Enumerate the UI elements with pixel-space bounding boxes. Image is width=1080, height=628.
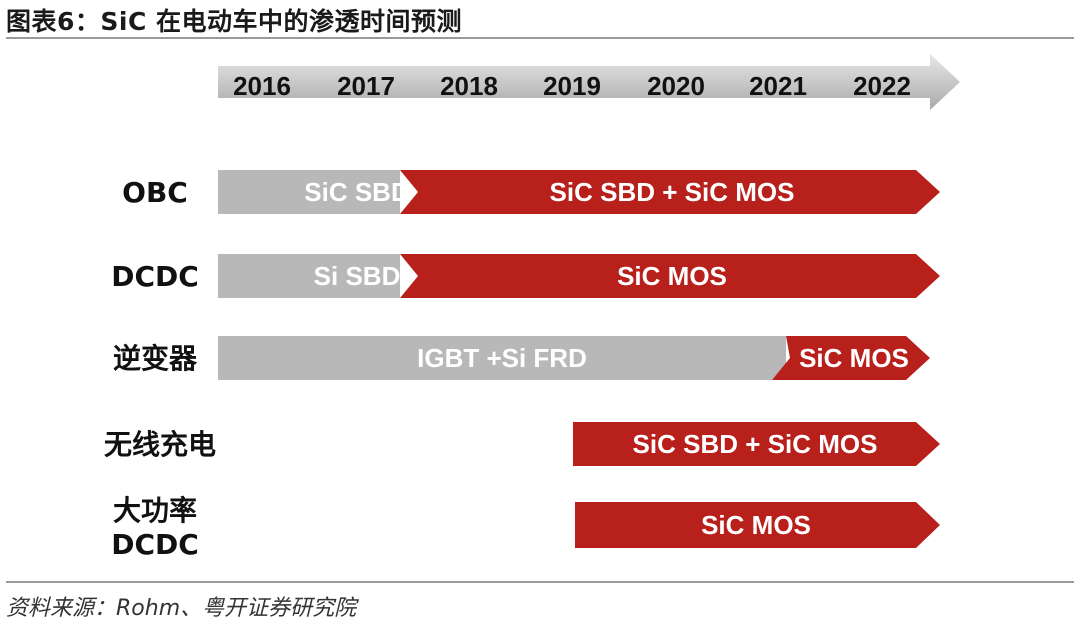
gray-bar-inverter [218,336,786,380]
row-label-high-power-dcdc: DCDC [111,528,199,561]
red-bar-inverter [772,336,930,380]
row-label-obc: OBC [122,176,188,209]
year-label: 2019 [543,71,601,101]
red-bar-dcdc [400,254,940,298]
segment-label: Si SBD [314,261,401,291]
year-label: 2017 [337,71,395,101]
figure-title: 图表6：SiC 在电动车中的渗透时间预测 [6,7,463,36]
segment-label: SiC SBD [304,177,409,207]
source-note: 资料来源：Rohm、粤开证券研究院 [6,596,357,621]
row-label-wireless-charging: 无线充电 [103,428,216,461]
title-divider [6,37,1074,39]
red-bar-wireless [573,422,940,466]
segment-label: SiC MOS [799,343,909,373]
gray-bar-dcdc [218,254,400,298]
gray-bar-obc [218,170,400,214]
source-divider [6,581,1074,583]
row-label-inverter: 逆变器 [112,342,197,375]
year-label: 2018 [440,71,498,101]
red-bar-high-power-dcdc [575,502,940,548]
segment-label: SiC SBD + SiC MOS [550,177,795,207]
year-label: 2021 [749,71,807,101]
year-label: 2020 [647,71,705,101]
segment-label: SiC SBD + SiC MOS [633,429,878,459]
year-label: 2022 [853,71,911,101]
red-bar-obc [400,170,940,214]
segment-label: SiC MOS [617,261,727,291]
year-label: 2016 [233,71,291,101]
row-label-dcdc: DCDC [111,260,199,293]
row-label-high-power: 大功率 [112,494,197,527]
segment-label: SiC MOS [701,510,811,540]
timeline-arrow [218,54,960,110]
segment-label: IGBT +Si FRD [417,343,587,373]
